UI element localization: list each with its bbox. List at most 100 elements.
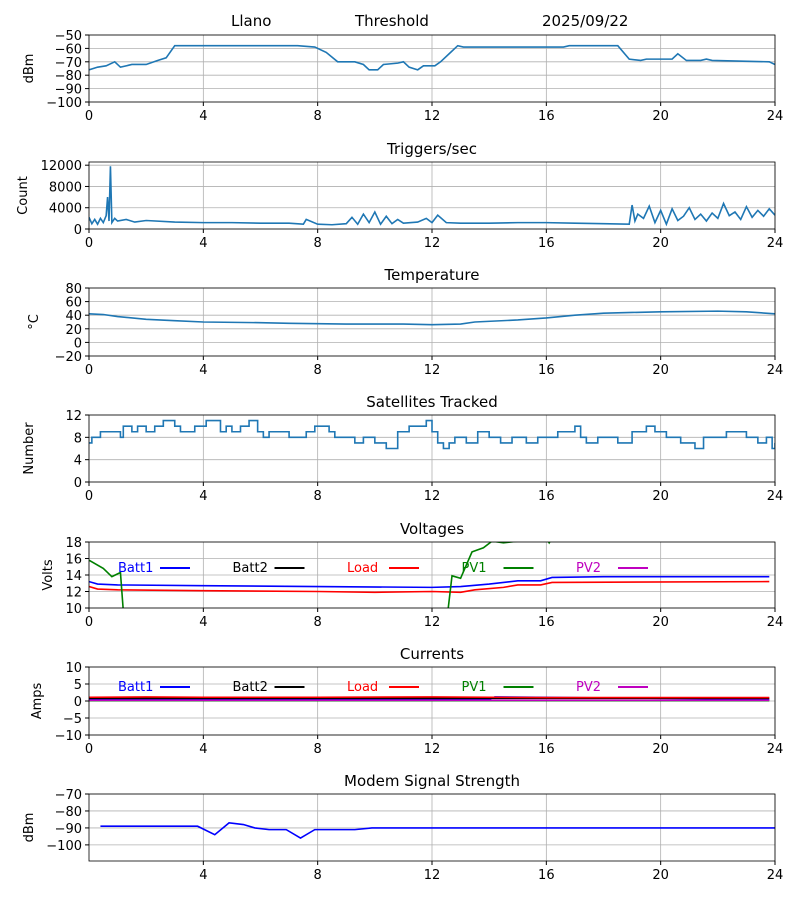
y-tick-label: 0 [74,695,82,710]
chart-title: Currents [400,645,464,663]
x-tick-label: 24 [767,489,784,504]
y-tick-label: −80 [55,69,82,84]
y-tick-label: 40 [65,309,82,324]
series-line-load [89,580,770,594]
y-tick-label: 10 [65,602,82,617]
legend-label: PV2 [576,561,601,576]
plot-frame [88,666,776,736]
x-tick-label: 4 [199,868,207,883]
y-tick-label: 5 [74,678,82,693]
y-tick-label: 60 [65,296,82,311]
x-tick-label: 12 [424,868,441,883]
plot-frame [88,287,776,357]
x-tick-label: 20 [652,489,669,504]
y-axis-label: dBm [22,813,37,843]
series-line-batt1 [89,575,770,589]
x-tick-label: 8 [314,868,322,883]
y-axis-label: dBm [22,54,37,84]
site-name: Llano [231,12,272,30]
y-tick-label: −90 [55,822,82,837]
x-tick-label: 20 [652,236,669,251]
x-tick-label: 4 [199,109,207,124]
x-tick-label: 8 [314,615,322,630]
y-tick-label: 12000 [41,159,82,174]
x-tick-label: 8 [314,489,322,504]
y-tick-label: 0 [74,223,82,238]
legend-label: Load [347,680,378,695]
x-tick-label: 20 [652,363,669,378]
y-axis-label: °C [27,314,42,330]
chart-title: Voltages [400,520,464,538]
y-tick-label: −70 [55,56,82,71]
mode-label: Threshold [355,12,429,30]
legend: Batt1 Batt2 Load PV1 PV2 [118,561,648,576]
x-tick-label: 24 [767,742,784,757]
series-line-load [89,696,770,699]
x-tick-label: 16 [538,868,555,883]
x-tick-label: 24 [767,236,784,251]
plot-frame [88,793,776,862]
y-tick-label: 16 [65,553,82,568]
chart-signal: 0 4 8 12 16 20 24 −50−60−70−80−90−100 dBm [22,29,783,124]
x-tick-label: 0 [85,236,93,251]
chart-triggers: 0 4 8 12 16 20 24 0 4000 8000 12000 Triggers/sec Cou… [16,140,783,251]
chart-title: Triggers/sec [386,140,477,158]
x-tick-label: 20 [652,109,669,124]
y-tick-label: −60 [55,42,82,57]
legend-label: PV1 [462,680,487,695]
x-tick-label: 8 [314,236,322,251]
x-tick-label: 8 [314,742,322,757]
x-tick-label: 4 [199,489,207,504]
y-tick-label: −90 [55,83,82,98]
legend-label: Load [347,561,378,576]
x-tick-label: 20 [652,868,669,883]
x-tick-label: 16 [538,363,555,378]
y-tick-label: 14 [65,569,82,584]
x-tick-label: 24 [767,109,784,124]
x-tick-label: 0 [85,615,93,630]
y-tick-label: 80 [65,282,82,297]
chart-satellites: 0 4 8 12 16 20 24 0 4 8 12 Satellites Tracked Number [22,393,783,504]
x-tick-label: 4 [199,363,207,378]
y-tick-label: −80 [55,805,82,820]
series-line-signal [89,44,775,71]
series-line-pv1 [89,542,551,608]
series-line-modem [100,822,775,840]
y-tick-label: 0 [74,336,82,351]
chart-modem: 4 8 12 16 20 24 −70 −80 −90 −100 Modem Signal Stre… [22,772,783,883]
x-tick-label: 16 [538,109,555,124]
x-tick-label: 12 [424,109,441,124]
x-tick-label: 16 [538,742,555,757]
y-axis-label: Amps [30,682,45,719]
chart-title: Modem Signal Strength [344,772,520,790]
y-tick-label: 12 [65,586,82,601]
y-tick-label: −20 [55,350,82,365]
x-tick-label: 12 [424,489,441,504]
date-label: 2025/09/22 [542,12,629,30]
plot-frame [88,161,776,230]
x-tick-label: 0 [85,489,93,504]
y-tick-label: −50 [55,29,82,44]
x-tick-label: 12 [424,615,441,630]
series-line-triggers [89,166,775,227]
y-tick-label: 20 [65,323,82,338]
legend-label: Batt1 [118,561,153,576]
y-tick-label: −5 [63,712,82,727]
y-tick-label: 0 [74,476,82,491]
legend-label: PV2 [576,680,601,695]
x-tick-label: 4 [199,236,207,251]
x-tick-label: 24 [767,868,784,883]
legend-label: Batt2 [233,680,268,695]
y-axis-label: Volts [41,559,56,591]
legend: Batt1 Batt2 Load PV1 PV2 [118,680,648,695]
chart-title: Temperature [383,266,479,284]
x-tick-label: 16 [538,615,555,630]
x-tick-label: 24 [767,615,784,630]
plot-frame [88,541,776,609]
x-tick-label: 20 [652,615,669,630]
chart-title: Satellites Tracked [366,393,497,411]
